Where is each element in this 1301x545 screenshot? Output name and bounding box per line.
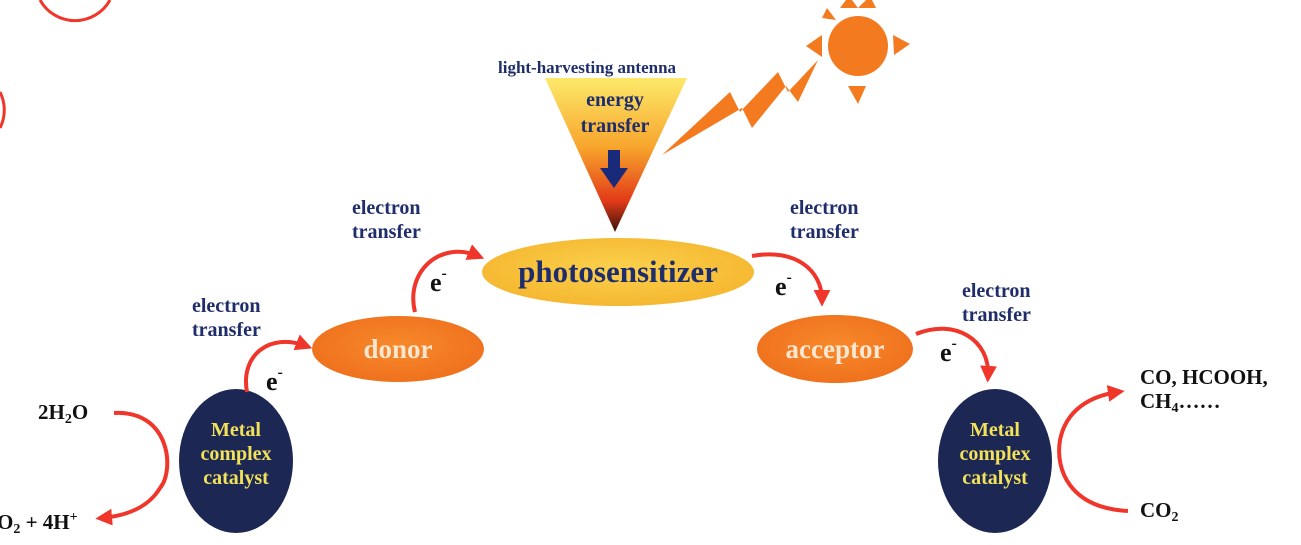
arrow-donor-to-photosensitizer: [411, 244, 485, 313]
catalyst-right-label: Metal complex catalyst: [940, 418, 1050, 490]
donor-label: donor: [363, 334, 433, 364]
electron-transfer-label-3: electron transfer: [192, 294, 261, 342]
electron-transfer-line2: transfer: [962, 304, 1031, 326]
arrow-photosensitizer-to-acceptor: [751, 252, 831, 307]
electron-transfer-label-2: electron transfer: [790, 196, 859, 244]
electron-transfer-line1: electron: [790, 197, 859, 219]
catalyst-right-node: [938, 389, 1052, 533]
antenna-transfer-label: transfer: [580, 115, 650, 137]
arrow-catalyst-to-donor: [243, 334, 313, 393]
electron-transfer-line1: electron: [962, 280, 1031, 302]
partial-circle-top: [38, 0, 112, 23]
electron-letter: e: [430, 268, 442, 297]
catalyst-line2: complex: [200, 443, 272, 465]
electron-charge: -: [786, 269, 792, 287]
co2-sub: 2: [1171, 510, 1179, 525]
electron-transfer-label-1: electron transfer: [352, 196, 421, 244]
ellipsis: ……: [1178, 389, 1221, 413]
products-line1: CO, HCOOH,: [1140, 365, 1268, 389]
donor-node: [312, 316, 484, 382]
co2-reactant-label: CO2: [1140, 498, 1179, 530]
oxygen-sub: 2: [13, 522, 21, 537]
electron-transfer-line2: transfer: [192, 319, 261, 341]
partial-circle-left: [0, 91, 6, 129]
methane-sub: 4: [1171, 401, 1179, 416]
electron-transfer-line2: transfer: [790, 221, 859, 243]
electron-transfer-line2: transfer: [352, 221, 421, 243]
electron-charge: -: [277, 364, 283, 382]
water-o: O: [71, 400, 89, 424]
water-sub: 2: [64, 412, 72, 427]
electron-transfer-line1: electron: [352, 197, 421, 219]
catalyst-left-node: [179, 389, 293, 533]
oxygen-o: O: [0, 510, 14, 534]
catalyst-line1: Metal: [211, 419, 261, 441]
arrow-co2-reduction: [1057, 385, 1129, 513]
catalyst-line2: complex: [959, 443, 1031, 465]
energy-down-arrow-icon: [600, 150, 628, 188]
arrow-water-oxidation: [95, 410, 170, 526]
acceptor-node: [757, 315, 913, 383]
electron-symbol-4: e-: [940, 335, 957, 368]
electron-letter: e: [266, 367, 278, 396]
antenna-energy-label: energy: [586, 89, 644, 111]
water-h: 2H: [38, 400, 65, 424]
electron-letter: e: [775, 272, 787, 301]
catalyst-line1: Metal: [970, 419, 1020, 441]
electron-symbol-3: e-: [266, 364, 283, 397]
light-beam-icon: [662, 60, 818, 155]
oxygen-product-label: O2 + 4H+: [0, 506, 78, 542]
water-reactant-label: 2H2O: [38, 400, 88, 432]
arrow-acceptor-to-catalyst: [915, 326, 997, 383]
antenna-title: light-harvesting antenna: [498, 58, 677, 77]
protons: + 4H: [20, 510, 70, 534]
proton-charge: +: [69, 510, 78, 525]
electron-symbol-2: e-: [775, 269, 792, 302]
electron-charge: -: [441, 265, 447, 283]
co2-co: CO: [1140, 498, 1172, 522]
electron-symbol-1: e-: [430, 265, 447, 298]
sun-icon: [806, 0, 910, 104]
electron-transfer-line1: electron: [192, 295, 261, 317]
electron-charge: -: [951, 335, 957, 353]
acceptor-label: acceptor: [785, 334, 885, 364]
products-label: CO, HCOOH, CH4……: [1140, 365, 1268, 421]
electron-transfer-label-4: electron transfer: [962, 279, 1031, 327]
photosensitizer-node: [482, 238, 754, 306]
products-line2: CH4……: [1140, 389, 1268, 421]
catalyst-left-label: Metal complex catalyst: [181, 418, 291, 490]
catalyst-line3: catalyst: [203, 467, 269, 489]
electron-letter: e: [940, 338, 952, 367]
catalyst-line3: catalyst: [962, 467, 1028, 489]
methane-ch: CH: [1140, 389, 1172, 413]
photosensitizer-label: photosensitizer: [518, 254, 718, 289]
